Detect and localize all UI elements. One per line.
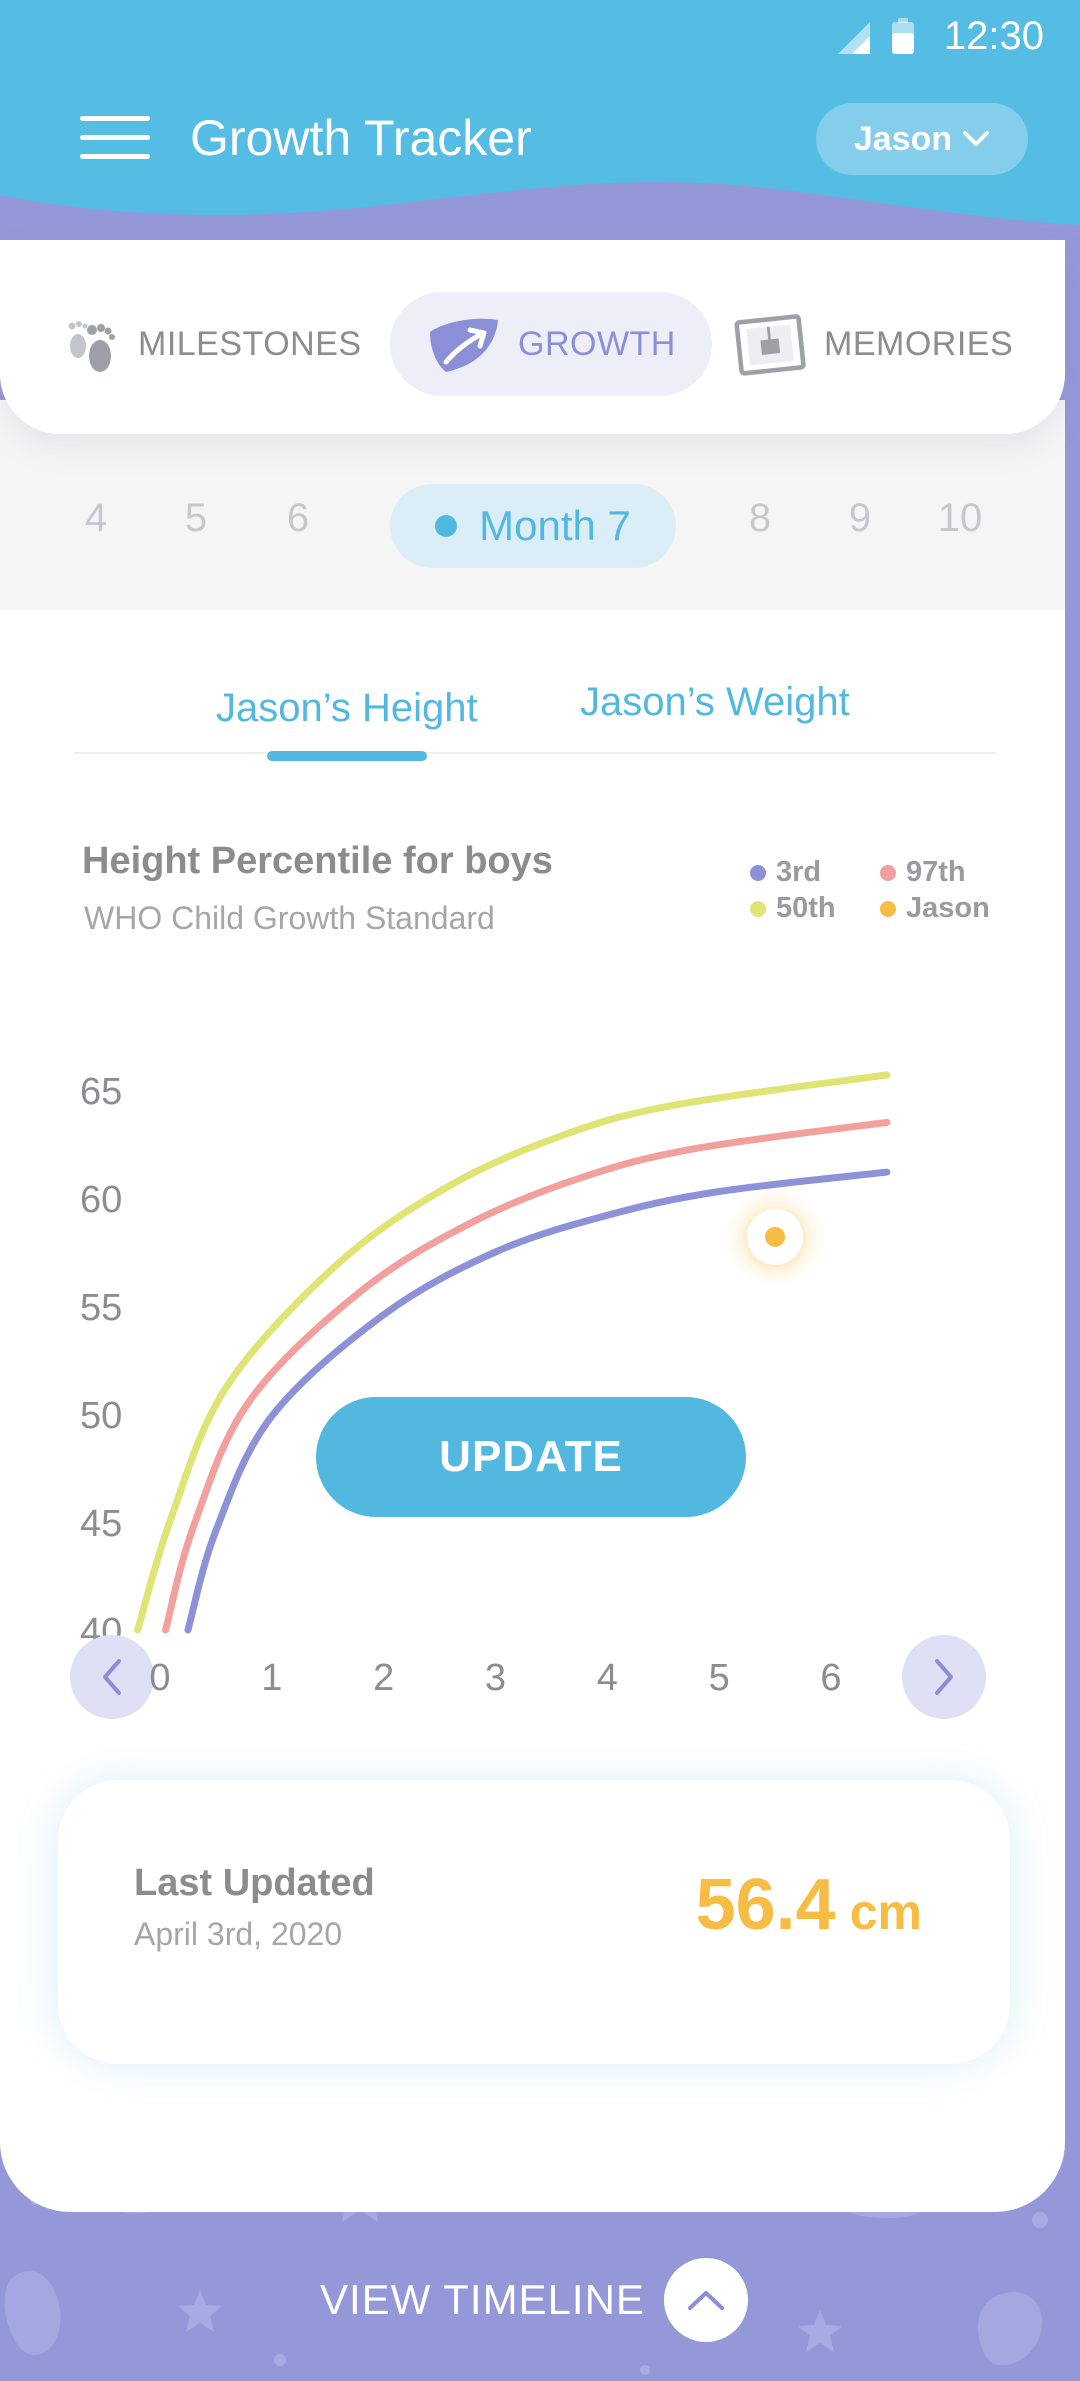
legend-item-50th: 50th — [750, 892, 836, 925]
footprints-icon — [68, 321, 115, 372]
legend-swatch — [750, 900, 766, 917]
last-updated-date: April 3rd, 2020 — [134, 1916, 343, 1952]
legend-item-jason: Jason — [880, 892, 990, 925]
last-updated-label: Last Updated — [134, 1862, 375, 1904]
legend-label: 50th — [776, 892, 836, 924]
x-tick-label: 6 — [820, 1657, 842, 1699]
tab-divider — [74, 752, 996, 754]
month-item-9[interactable]: 9 — [848, 496, 872, 540]
x-tick-label: 2 — [373, 1657, 395, 1699]
section-nav: MILESTONES GROWTH MEMORIES — [0, 240, 1065, 434]
chart-series — [134, 1071, 891, 1634]
status-time: 12:30 — [943, 14, 1044, 58]
photo-frame-icon — [734, 314, 806, 376]
chevron-left-icon — [103, 1659, 121, 1695]
active-tab-indicator — [267, 751, 427, 761]
tab-growth-label: GROWTH — [518, 324, 676, 363]
selected-month-label: Month 7 — [479, 502, 631, 549]
view-timeline-button[interactable] — [664, 2258, 748, 2342]
tab-milestones-label: MILESTONES — [138, 324, 362, 363]
series-line-50th — [134, 1071, 891, 1634]
height-value-number: 56.4 — [695, 1865, 836, 1945]
chevron-right-icon — [935, 1659, 953, 1695]
tab-memories-label: MEMORIES — [824, 324, 1014, 363]
x-tick-label: 5 — [708, 1657, 730, 1699]
chevron-up-icon — [688, 2291, 724, 2310]
chevron-down-icon — [963, 131, 990, 146]
y-tick-label: 60 — [80, 1179, 122, 1221]
update-button[interactable]: UPDATE — [316, 1397, 746, 1517]
month-item-4[interactable]: 4 — [84, 496, 108, 540]
series-line-3rd — [184, 1168, 891, 1634]
selected-dot-icon — [435, 515, 458, 537]
y-tick-label: 50 — [80, 1395, 122, 1437]
view-timeline-label[interactable]: VIEW TIMELINE — [320, 2276, 645, 2323]
month-item-10[interactable]: 10 — [937, 496, 983, 540]
height-value-unit: cm — [849, 1884, 922, 1940]
tab-milestones[interactable]: MILESTONES — [64, 292, 362, 396]
status-bar: 12:30 — [0, 0, 1080, 70]
x-axis: 0 1 2 3 4 5 6 — [0, 1635, 1065, 1725]
header-background — [0, 0, 1080, 225]
month-item-selected[interactable]: Month 7 — [390, 484, 676, 568]
chart-prev-button[interactable] — [70, 1635, 154, 1719]
x-tick-label: 0 — [149, 1657, 171, 1699]
tab-weight[interactable]: Jason’s Weight — [580, 680, 850, 724]
y-tick-label: 55 — [80, 1287, 122, 1329]
legend-swatch — [880, 864, 896, 881]
battery-icon — [892, 18, 914, 54]
legend-swatch — [880, 900, 896, 917]
legend-label: Jason — [906, 892, 990, 924]
chart-legend: 3rd 97th 50th Jason — [750, 856, 1000, 936]
legend-item-97th: 97th — [880, 856, 966, 889]
x-tick-label: 3 — [484, 1657, 507, 1699]
series-line-97th — [162, 1118, 891, 1634]
jason-data-point[interactable] — [765, 1226, 786, 1247]
chart-subtitle: WHO Child Growth Standard — [84, 900, 495, 936]
month-selector: 4 5 6 Month 7 8 9 10 — [0, 400, 1065, 610]
legend-swatch — [750, 864, 766, 881]
legend-label: 97th — [906, 856, 966, 888]
x-tick-label: 1 — [261, 1657, 283, 1699]
profile-name: Jason — [853, 119, 953, 158]
growth-arrow-icon — [430, 318, 498, 372]
chart-next-button[interactable] — [902, 1635, 986, 1719]
tab-height[interactable]: Jason’s Height — [216, 686, 478, 730]
profile-selector-button[interactable]: Jason — [816, 103, 1028, 175]
month-item-8[interactable]: 8 — [748, 496, 772, 540]
legend-item-3rd: 3rd — [750, 856, 821, 889]
y-tick-label: 45 — [80, 1503, 122, 1545]
legend-label: 3rd — [776, 856, 822, 888]
height-value: 56.4 cm — [696, 1864, 922, 1946]
signal-icon — [838, 22, 870, 54]
y-tick-label: 65 — [80, 1071, 122, 1113]
month-item-6[interactable]: 6 — [286, 496, 310, 540]
month-item-5[interactable]: 5 — [184, 496, 208, 540]
app-title: Growth Tracker — [190, 110, 532, 166]
tab-growth[interactable]: GROWTH — [390, 292, 712, 396]
x-tick-label: 4 — [596, 1657, 618, 1699]
last-updated-card: Last Updated April 3rd, 2020 56.4 cm — [58, 1780, 1010, 2064]
chart-title: Height Percentile for boys — [82, 840, 553, 882]
tab-memories[interactable]: MEMORIES — [730, 292, 1013, 396]
growth-card: Jason’s Height Jason’s Weight Height Per… — [0, 610, 1065, 2212]
hamburger-menu-icon[interactable] — [80, 116, 150, 160]
